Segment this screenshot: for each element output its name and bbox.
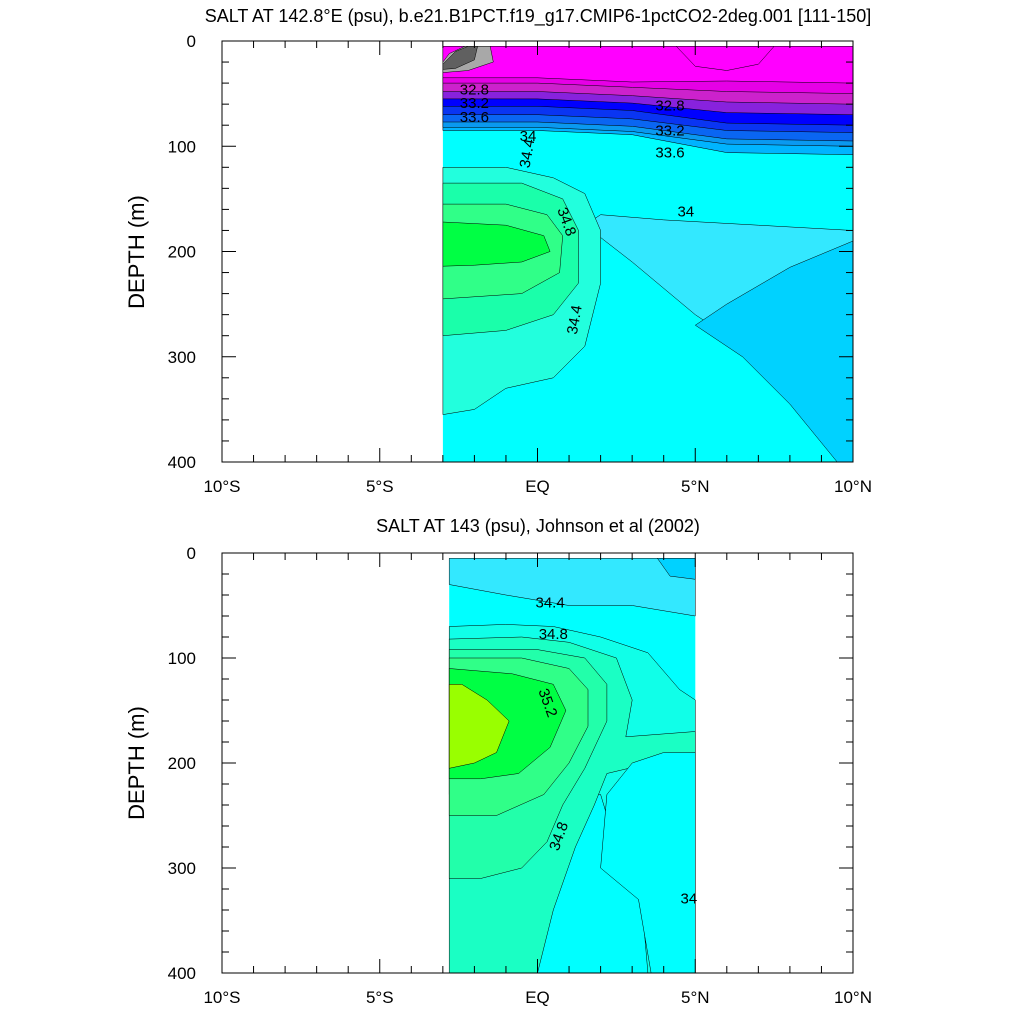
x-tick-label: EQ bbox=[525, 477, 550, 496]
y-tick-label: 0 bbox=[187, 32, 196, 51]
y-tick-label: 100 bbox=[168, 137, 196, 156]
contour-label: 34.8 bbox=[539, 626, 568, 643]
x-tick-label: 10°S bbox=[203, 988, 240, 1007]
contour-label: 33.2 bbox=[460, 95, 489, 112]
salinity-fill bbox=[442, 221, 551, 267]
x-tick-label: 5°S bbox=[366, 477, 394, 496]
contour-label: 34.4 bbox=[517, 138, 539, 170]
x-tick-label: 5°N bbox=[681, 477, 710, 496]
x-tick-label: EQ bbox=[525, 988, 550, 1007]
contour-label: 34 bbox=[520, 128, 537, 145]
axes: 0 100 200 300 400 10°S 5°S EQ 5°N 10°N bbox=[168, 544, 872, 1007]
x-tick-label: 5°N bbox=[681, 988, 710, 1007]
salinity-fill bbox=[448, 684, 510, 769]
panel-title: SALT AT 143 (psu), Johnson et al (2002) bbox=[376, 516, 700, 536]
y-tick-label: 300 bbox=[168, 348, 196, 367]
salinity-fill bbox=[442, 46, 478, 70]
top-panel: SALT AT 142.8°E (psu), b.e21.B1PCT.f19_g… bbox=[124, 6, 872, 496]
x-tick-label: 10°S bbox=[203, 477, 240, 496]
salinity-fill bbox=[442, 46, 854, 84]
contour-label: 33.2 bbox=[655, 122, 684, 139]
y-axis-title: DEPTH (m) bbox=[124, 706, 149, 820]
y-tick-label: 0 bbox=[187, 544, 196, 563]
plot-area: 34.434.835.234.834 bbox=[448, 558, 698, 974]
y-tick-label: 200 bbox=[168, 243, 196, 262]
axes: 0 100 200 300 400 10°S 5°S EQ 5°N 10°N bbox=[168, 32, 872, 496]
y-tick-label: 300 bbox=[168, 859, 196, 878]
y-axis-title: DEPTH (m) bbox=[124, 195, 149, 309]
contour-label: 33.6 bbox=[460, 109, 489, 126]
salinity-fill bbox=[675, 46, 775, 71]
contour-label: 34.4 bbox=[535, 594, 564, 611]
y-tick-label: 100 bbox=[168, 649, 196, 668]
contour-label: 32.8 bbox=[655, 97, 684, 114]
salinity-fill bbox=[656, 558, 696, 580]
salinity-fill bbox=[600, 752, 696, 974]
contour-label: 34 bbox=[681, 890, 698, 907]
contour-label: 34.4 bbox=[564, 304, 586, 336]
y-tick-label: 200 bbox=[168, 754, 196, 773]
contour-label: 33.6 bbox=[655, 145, 684, 162]
x-tick-label: 5°S bbox=[366, 988, 394, 1007]
panel-title: SALT AT 142.8°E (psu), b.e21.B1PCT.f19_g… bbox=[205, 6, 872, 27]
bottom-panel: SALT AT 143 (psu), Johnson et al (2002) … bbox=[124, 516, 872, 1007]
x-tick-label: 10°N bbox=[834, 988, 872, 1007]
x-tick-label: 10°N bbox=[834, 477, 872, 496]
contour-label: 34 bbox=[677, 204, 694, 221]
y-tick-label: 400 bbox=[168, 964, 196, 983]
contour-label: 32.8 bbox=[460, 81, 489, 98]
y-tick-label: 400 bbox=[168, 453, 196, 472]
